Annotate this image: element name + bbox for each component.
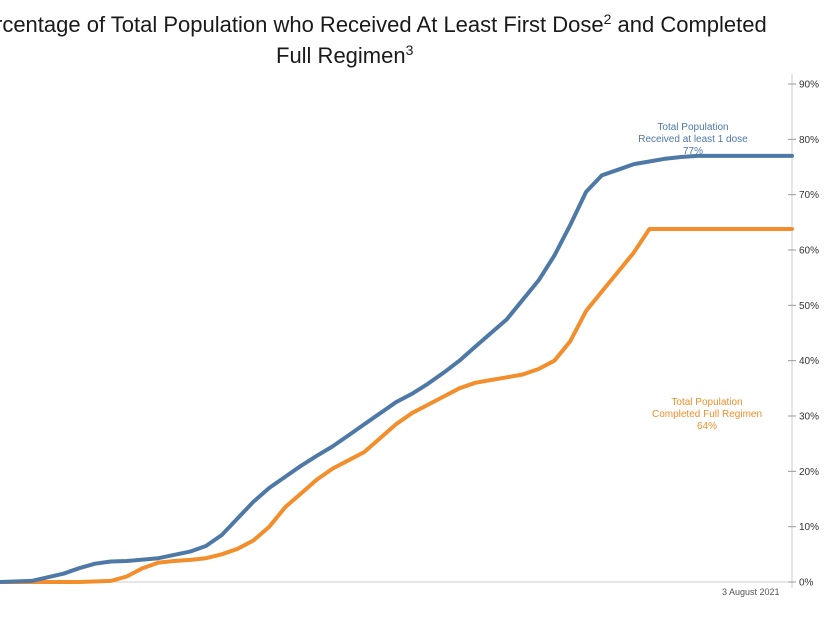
series-line xyxy=(0,227,794,584)
series-layer xyxy=(0,153,794,584)
y-tick-label: 90% xyxy=(799,80,819,91)
chart-title-line-1-main: rcentage of Total Population who Receive… xyxy=(0,12,604,37)
chart-title-line-2-main: Full Regimen xyxy=(276,43,406,68)
y-tick-label: 0% xyxy=(799,578,814,589)
series-annotation-line: Total Population xyxy=(657,122,728,133)
series-annotation-line: Total Population xyxy=(671,397,742,408)
chart-title-line-1: rcentage of Total Population who Receive… xyxy=(0,12,767,36)
series-annotation-line: 77% xyxy=(683,146,703,157)
y-tick-label: 70% xyxy=(799,190,819,201)
y-tick-label: 40% xyxy=(799,356,819,367)
y-tick-label: 80% xyxy=(799,135,819,146)
series-line xyxy=(0,153,794,584)
y-tick-label: 60% xyxy=(799,246,819,257)
y-axis-ticks: 0% 10% 20% 30% 40% 50% 60% 70% 80% 90% xyxy=(788,80,819,589)
series-annotation-line: Received at least 1 dose xyxy=(638,134,748,145)
chart-title-line-2: Full Regimen3 xyxy=(276,43,413,67)
chart-title-line-2-sup: 3 xyxy=(405,42,414,58)
chart-title-line-1-tail: and Completed xyxy=(611,12,767,37)
y-tick-label: 20% xyxy=(799,467,819,478)
y-tick-label: 10% xyxy=(799,522,819,533)
y-tick-label: 50% xyxy=(799,301,819,312)
x-axis-end-date: 3 August 2021 xyxy=(722,587,780,597)
series-annotation-line: 64% xyxy=(697,421,717,432)
series-annotation-line: Completed Full Regimen xyxy=(652,409,762,420)
chart-title-line-1-sup: 2 xyxy=(603,11,612,27)
y-tick-label: 30% xyxy=(799,412,819,423)
